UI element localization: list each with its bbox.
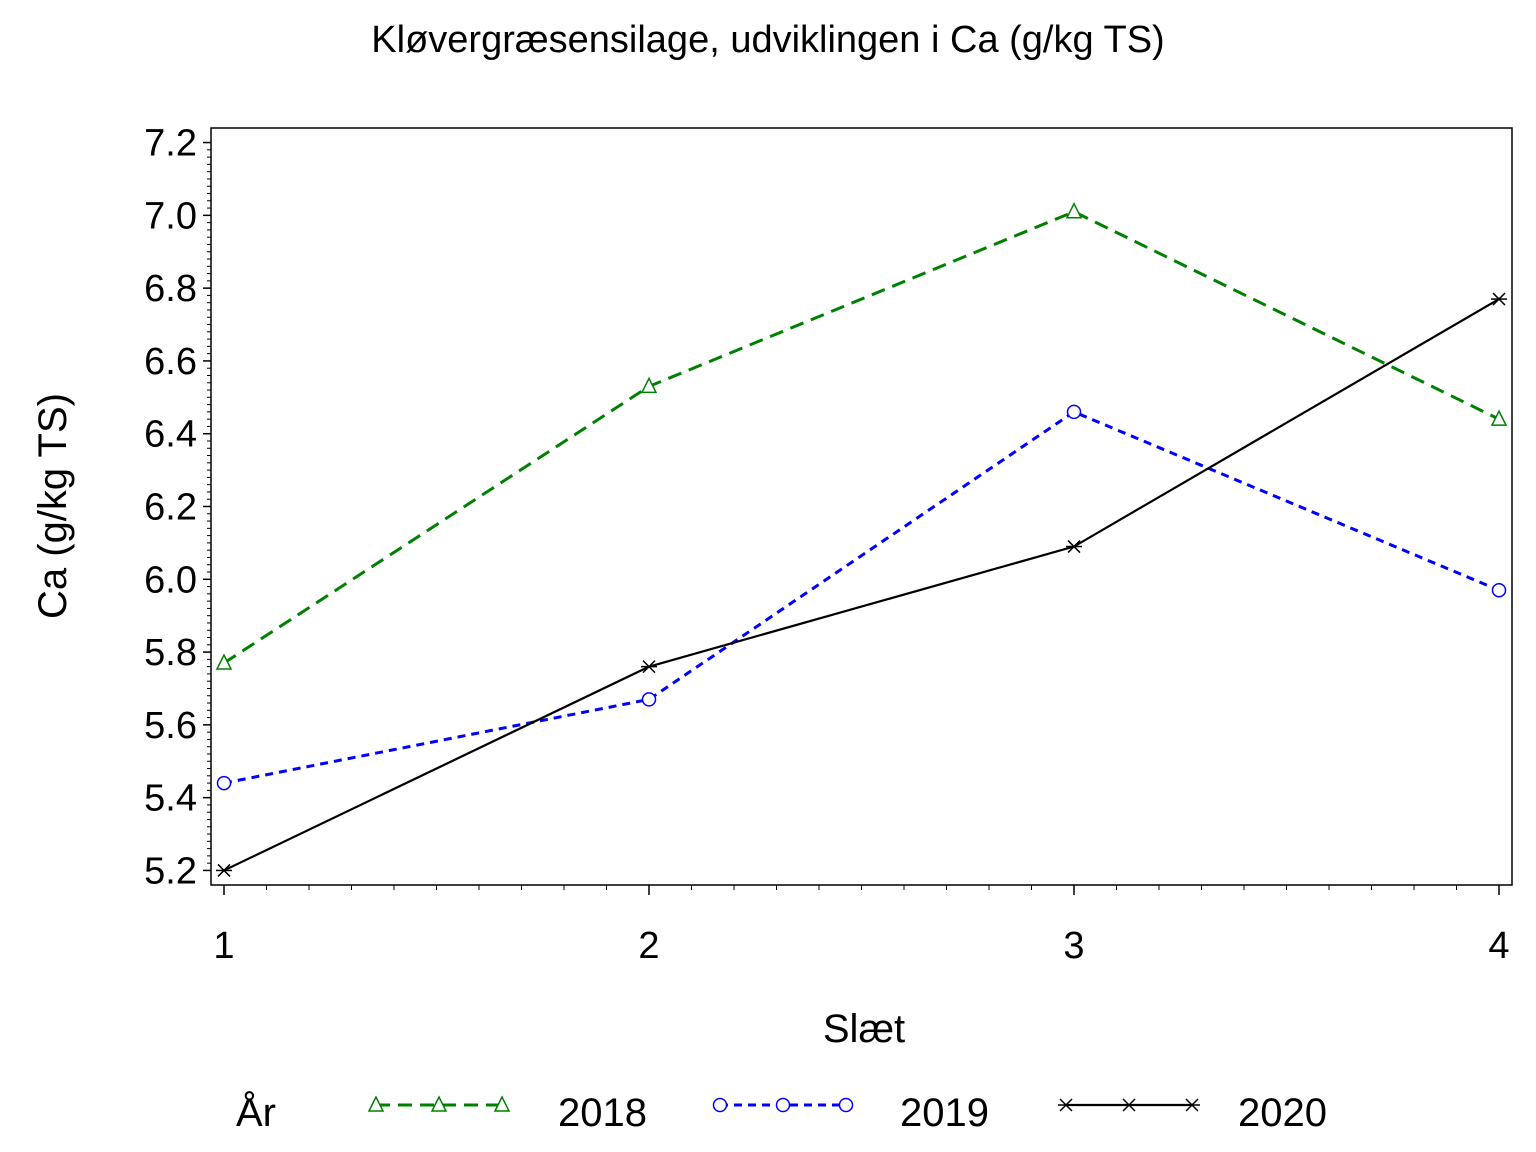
series-line-2018 [223,210,1500,665]
data-point-2019 [641,692,657,707]
legend-marker-2018 [493,1095,511,1112]
data-point-2020 [641,660,657,674]
data-point-2020 [1066,540,1082,554]
legend-marker-2020 [1121,1098,1137,1112]
x-axis-label: Slæt [823,1007,905,1051]
data-point-2020 [1491,292,1507,306]
legend-marker-2020 [1058,1098,1074,1112]
y-tick-label: 6.6 [144,341,197,383]
series-2019 [216,404,1507,791]
legend-marker-2018 [367,1095,385,1112]
data-point-2019 [216,775,232,791]
data-point-2018 [1065,202,1083,219]
y-tick-label: 6.2 [144,487,197,529]
legend-marker-2019 [712,1097,728,1113]
y-tick-label: 7.0 [144,195,197,237]
data-point-2019 [1066,404,1082,420]
legend: År 2018 2019 2020 [236,1090,1327,1135]
data-point-2019 [1491,582,1507,598]
legend-marker-2020 [1184,1098,1200,1112]
series-layer [215,202,1508,877]
y-tick-label: 6.0 [144,559,197,601]
y-tick-label: 6.4 [144,414,197,456]
data-point-2018 [1490,409,1508,426]
y-axis-label: Ca (g/kg TS) [31,393,75,619]
series-2020 [216,292,1507,877]
data-point-2018 [215,653,233,670]
x-tick-label: 2 [638,925,659,967]
legend-marker-2018 [430,1095,448,1112]
y-tick-label: 5.6 [144,705,197,747]
series-line-2019 [223,410,1500,785]
x-tick-label: 3 [1063,925,1084,967]
data-point-2018 [640,376,658,394]
legend-label-2019: 2019 [900,1091,989,1135]
y-tick-label: 5.4 [144,778,197,820]
legend-label-2020: 2020 [1238,1091,1327,1135]
legend-marker-2019 [775,1097,791,1113]
data-point-2020 [216,863,232,877]
legend-label-2018: 2018 [558,1091,647,1135]
chart-title: Kløvergræsensilage, udviklingen i Ca (g/… [371,19,1164,61]
x-axis: 1 2 3 4 [213,885,1510,967]
y-tick-label: 7.2 [144,123,197,165]
plot-frame [210,127,1513,886]
y-tick-label: 5.8 [144,632,197,674]
series-line-2020 [223,298,1500,872]
y-tick-label: 6.8 [144,268,197,310]
series-2018 [215,202,1508,670]
x-tick-label: 4 [1488,925,1509,967]
y-axis: 5.2 5.4 5.6 5.8 6.0 6.2 6.4 6.6 6.8 7.0 7.2 [144,123,211,892]
legend-marker-2019 [838,1097,854,1113]
x-tick-label: 1 [213,925,234,967]
legend-title: År [236,1090,276,1135]
y-tick-label: 5.2 [144,850,197,892]
